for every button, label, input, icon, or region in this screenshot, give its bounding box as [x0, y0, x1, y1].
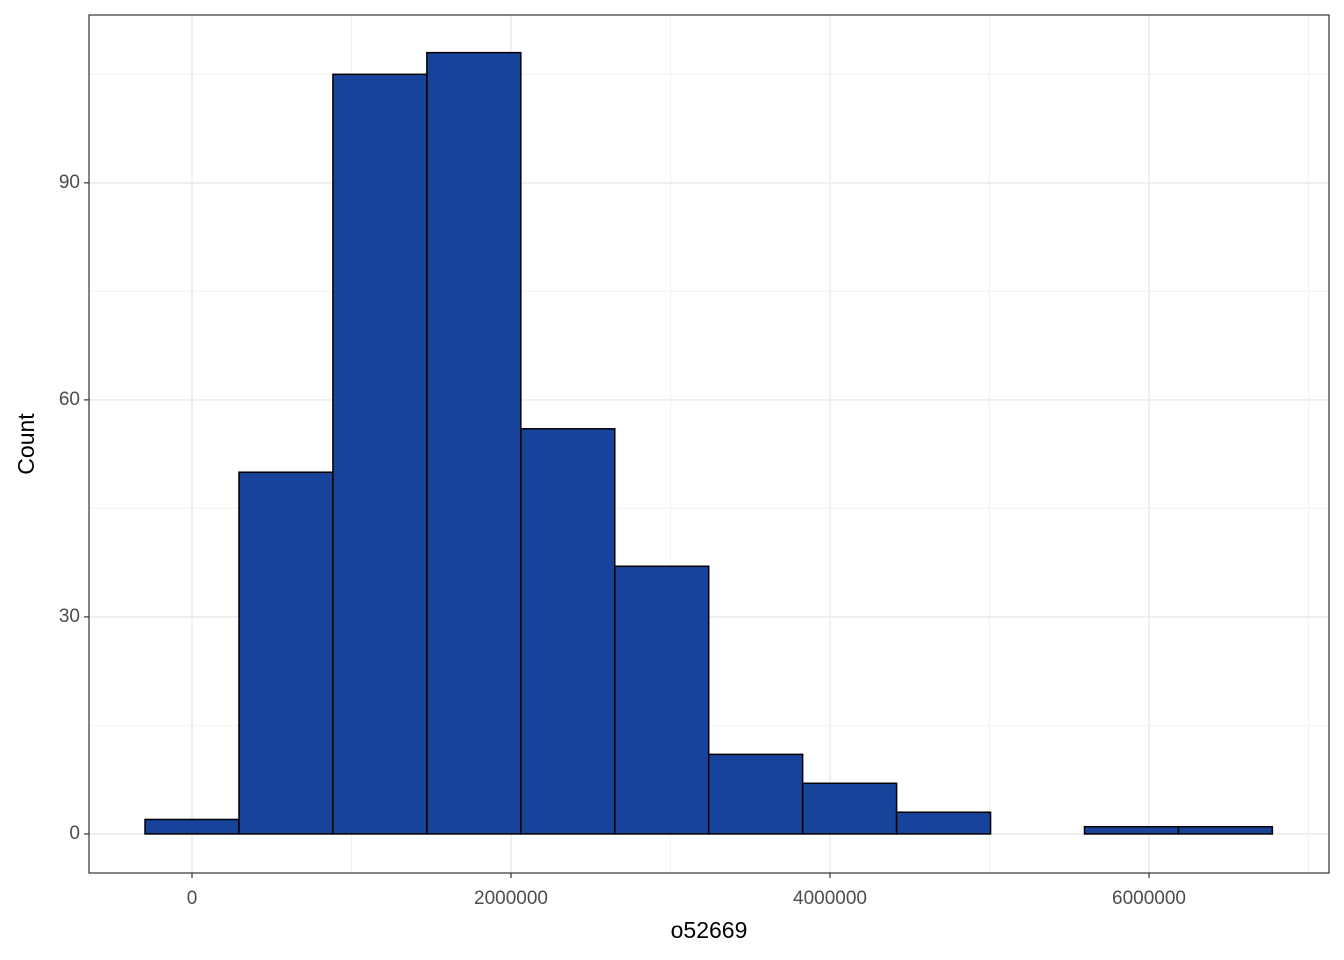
bars: [144, 51, 1274, 835]
bar: [1083, 825, 1180, 835]
x-tick-label: 0: [187, 888, 198, 909]
bar: [332, 73, 428, 835]
x-tick-label: 6000000: [1112, 888, 1186, 909]
y-tick-label: 0: [69, 823, 80, 844]
bar: [801, 782, 898, 835]
bar: [614, 565, 710, 835]
bar: [238, 471, 334, 835]
y-tick-label: 60: [59, 389, 80, 410]
x-tick-label: 2000000: [474, 888, 548, 909]
x-axis-title: o52669: [671, 917, 748, 943]
bar: [520, 428, 616, 835]
panel-border: [88, 14, 1330, 874]
y-tick-label: 90: [59, 172, 80, 193]
bar: [707, 753, 804, 835]
bar: [1177, 825, 1274, 835]
y-tick-label: 30: [59, 606, 80, 627]
bar: [895, 811, 992, 835]
bar: [426, 51, 522, 835]
x-tick-label: 4000000: [793, 888, 867, 909]
bar: [144, 818, 240, 835]
y-axis-title: Count: [13, 413, 39, 475]
